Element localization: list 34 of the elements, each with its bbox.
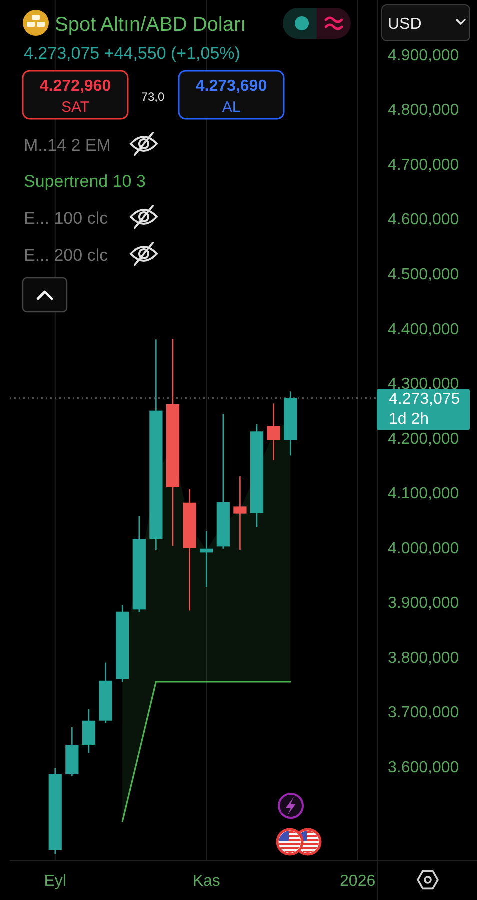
text: 4.273,075 +44,550 (+1,05%) bbox=[24, 44, 240, 63]
annotation: 73,0 bbox=[141, 90, 165, 104]
y-tick-label: 4.200,000 bbox=[388, 430, 460, 448]
x-tick-label: 2026 bbox=[340, 873, 376, 890]
y-tick-label: 4.100,000 bbox=[388, 486, 460, 503]
y-tick-label: 4.900,000 bbox=[388, 47, 460, 64]
annotation: E... 200 clc bbox=[24, 246, 109, 265]
annotation: M..14 2 EM bbox=[24, 136, 111, 155]
annotation: AL bbox=[222, 99, 241, 116]
annotation: SAT bbox=[61, 99, 90, 116]
y-tick-label: 4.500,000 bbox=[388, 266, 460, 284]
x-tick-label: Kas bbox=[192, 873, 220, 890]
y-tick-label: 4.400,000 bbox=[388, 321, 460, 338]
y-tick-label: 3.600,000 bbox=[388, 759, 460, 776]
candlestick bbox=[200, 530, 214, 588]
x-tick-label: Eyl bbox=[44, 873, 66, 890]
candlestick bbox=[234, 476, 247, 551]
y-tick-label: 4.600,000 bbox=[388, 212, 460, 229]
y-tick-label: 4.300,000 bbox=[388, 376, 460, 394]
y-tick-label: 4.700,000 bbox=[388, 156, 460, 174]
y-tick-label: 3.900,000 bbox=[388, 595, 460, 612]
annotation: E... 100 clc bbox=[24, 209, 109, 228]
text: Supertrend 10 3 bbox=[24, 172, 146, 191]
y-tick-label: 3.700,000 bbox=[388, 704, 460, 722]
text: Spot Altın/ABD Doları bbox=[55, 14, 246, 36]
text: USD bbox=[388, 16, 422, 33]
y-tick-label: 4.000,000 bbox=[388, 540, 460, 558]
y-tick-label: 4.800,000 bbox=[388, 102, 460, 120]
text: 4.273,075 bbox=[389, 391, 460, 408]
candlestick bbox=[267, 403, 280, 461]
text: 1d 2h bbox=[389, 411, 430, 428]
annotation: 4.273,690 bbox=[196, 78, 268, 95]
y-tick-label: 3.800,000 bbox=[388, 650, 460, 667]
annotation: 4.272,960 bbox=[40, 78, 112, 95]
